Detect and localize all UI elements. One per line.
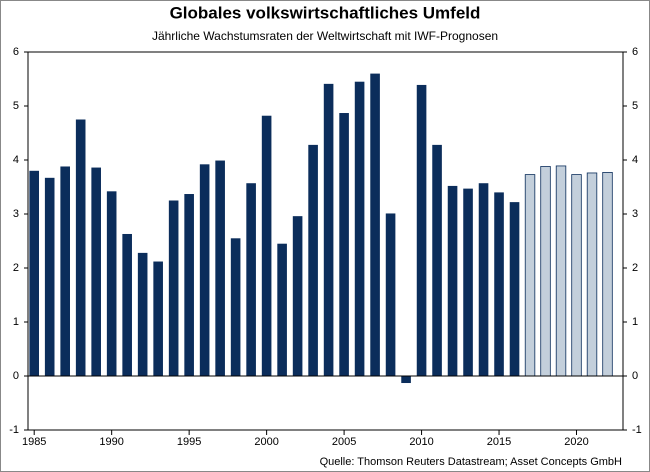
- x-tick-label: 2000: [254, 436, 278, 448]
- y-tick-label: 0: [13, 370, 19, 382]
- bar: [494, 192, 504, 376]
- bar: [540, 166, 551, 377]
- y2-tick-label: 2: [632, 262, 638, 274]
- bar: [323, 83, 334, 377]
- y-tick-label: 6: [13, 46, 19, 58]
- bar: [478, 183, 489, 376]
- bar: [555, 165, 567, 377]
- bar: [199, 164, 210, 376]
- bar: [370, 73, 380, 376]
- y-tick-label: 5: [13, 100, 19, 112]
- x-tick-label: 2010: [409, 436, 433, 448]
- bar: [571, 174, 582, 377]
- bar: [586, 172, 598, 377]
- bar: [524, 174, 536, 377]
- x-tick-label: 2005: [332, 436, 356, 448]
- chart-subtitle: Jährliche Wachstumsraten der Weltwirtsch…: [152, 29, 498, 43]
- bar: [339, 113, 349, 377]
- bar: [44, 177, 55, 376]
- bar: [292, 216, 303, 376]
- bar: [75, 119, 86, 376]
- bar: [153, 261, 163, 376]
- bar: [184, 194, 194, 376]
- x-tick-label: 2015: [487, 436, 511, 448]
- y2-tick-label: -1: [632, 424, 642, 436]
- bar: [215, 160, 225, 376]
- y2-tick-label: 0: [632, 370, 638, 382]
- bar: [91, 167, 101, 376]
- y-tick-label: 2: [13, 262, 19, 274]
- y-tick-label: 4: [13, 154, 19, 166]
- chart-title: Globales volkswirtschaftliches Umfeld: [170, 3, 481, 22]
- x-tick-label: 1995: [177, 436, 201, 448]
- bar: [602, 172, 613, 377]
- bar: [137, 252, 148, 376]
- bar: [354, 81, 365, 376]
- bar: [385, 213, 396, 376]
- bar: [432, 144, 442, 376]
- bar: [106, 191, 117, 376]
- bar: [122, 233, 132, 376]
- bar: [261, 115, 272, 376]
- y-tick-label: -1: [9, 424, 19, 436]
- x-tick-label: 1985: [22, 436, 46, 448]
- bar: [29, 170, 40, 376]
- y-tick-label: 3: [13, 208, 19, 220]
- bar: [277, 243, 287, 376]
- bar: [447, 185, 458, 376]
- plot-area: [27, 51, 624, 431]
- bar: [463, 188, 473, 376]
- y-tick-label: 1: [13, 316, 19, 328]
- x-tick-label: 1990: [99, 436, 123, 448]
- y2-tick-label: 4: [632, 154, 638, 166]
- source: Quelle: Thomson Reuters Datastream; Asse…: [320, 456, 622, 468]
- y2-tick-label: 1: [632, 316, 638, 328]
- bar: [509, 202, 520, 376]
- y2-tick-label: 6: [632, 46, 638, 58]
- y2-tick-label: 3: [632, 208, 638, 220]
- bar: [416, 84, 427, 376]
- bar: [308, 144, 318, 376]
- x-tick-label: 2020: [564, 436, 588, 448]
- bar: [230, 238, 241, 376]
- bar: [168, 200, 179, 376]
- bar: [246, 183, 256, 376]
- bar: [60, 166, 70, 376]
- y2-tick-label: 5: [632, 100, 638, 112]
- bar: [401, 376, 411, 384]
